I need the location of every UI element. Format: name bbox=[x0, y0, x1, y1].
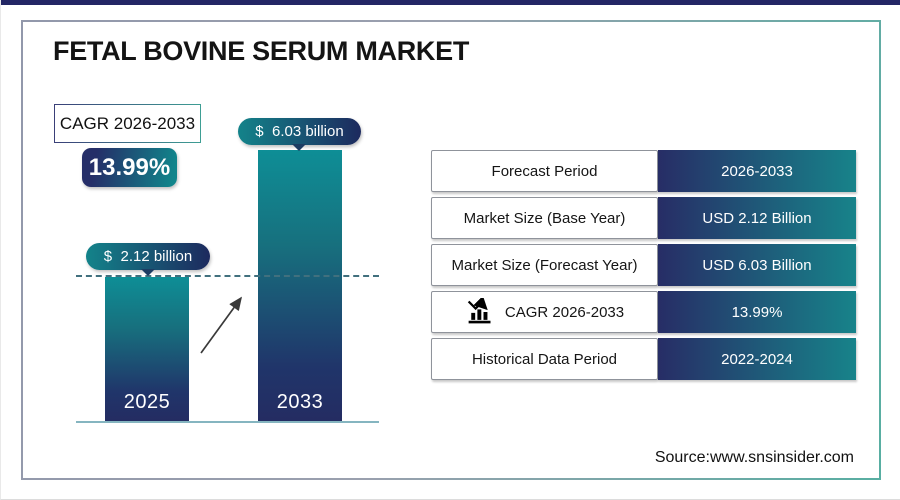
table-row: Market Size (Forecast Year) USD 6.03 Bil… bbox=[431, 244, 856, 286]
bar-category-label: 2025 bbox=[123, 391, 171, 413]
row-label: Forecast Period bbox=[491, 162, 598, 180]
table-row: Historical Data Period 2022-2024 bbox=[431, 338, 856, 380]
row-label: CAGR 2026-2033 bbox=[504, 303, 625, 321]
row-value: 13.99% bbox=[731, 303, 783, 321]
chart-baseline bbox=[76, 421, 379, 423]
row-value-cell: 2022-2024 bbox=[658, 338, 856, 380]
row-value-cell: 13.99% bbox=[658, 291, 856, 333]
table-row: Market Size (Base Year) USD 2.12 Billion bbox=[431, 197, 856, 239]
row-value-cell: USD 6.03 Billion bbox=[658, 244, 856, 286]
bar-2025: 2025 bbox=[105, 277, 189, 421]
row-label-cell: Forecast Period bbox=[431, 150, 658, 192]
cagr-value-badge: 13.99% bbox=[82, 148, 177, 187]
row-label-cell: Market Size (Forecast Year) bbox=[431, 244, 658, 286]
callout-pointer-icon bbox=[141, 269, 155, 276]
page-title: FETAL BOVINE SERUM MARKET bbox=[53, 36, 470, 66]
cagr-period-label: CAGR 2026-2033 bbox=[59, 113, 196, 133]
row-label: Market Size (Base Year) bbox=[463, 209, 626, 227]
source-text: Source:www.snsinsider.com bbox=[654, 449, 854, 466]
bar-category-label: 2033 bbox=[276, 391, 324, 413]
bar-chart-trend-icon bbox=[467, 298, 491, 324]
top-accent-strip bbox=[1, 0, 900, 5]
bar-value-callout-2033: $ 6.03 billion bbox=[238, 118, 361, 145]
table-row: CAGR 2026-2033 13.99% bbox=[431, 291, 856, 333]
callout-pointer-icon bbox=[292, 144, 306, 151]
bar-2033: 2033 bbox=[258, 150, 342, 421]
row-label-cell: Market Size (Base Year) bbox=[431, 197, 658, 239]
cagr-period-box: CAGR 2026-2033 bbox=[54, 104, 201, 143]
row-value: 2022-2024 bbox=[721, 350, 793, 368]
row-value: 2026-2033 bbox=[721, 162, 793, 180]
row-value: USD 6.03 Billion bbox=[702, 256, 812, 274]
table-row: Forecast Period 2026-2033 bbox=[431, 150, 856, 192]
row-value-cell: USD 2.12 Billion bbox=[658, 197, 856, 239]
row-label-cell: CAGR 2026-2033 bbox=[431, 291, 658, 333]
row-label: Historical Data Period bbox=[471, 350, 618, 368]
growth-arrow-icon bbox=[200, 296, 242, 354]
summary-table: Forecast Period 2026-2033 Market Size (B… bbox=[431, 150, 856, 380]
row-value: USD 2.12 Billion bbox=[702, 209, 812, 227]
cagr-value: 13.99% bbox=[88, 153, 171, 181]
bar-value-callout-2025: $ 2.12 billion bbox=[86, 243, 210, 270]
row-value-cell: 2026-2033 bbox=[658, 150, 856, 192]
row-label: Market Size (Forecast Year) bbox=[451, 256, 638, 274]
row-label-cell: Historical Data Period bbox=[431, 338, 658, 380]
reference-dashed-line bbox=[76, 275, 379, 277]
